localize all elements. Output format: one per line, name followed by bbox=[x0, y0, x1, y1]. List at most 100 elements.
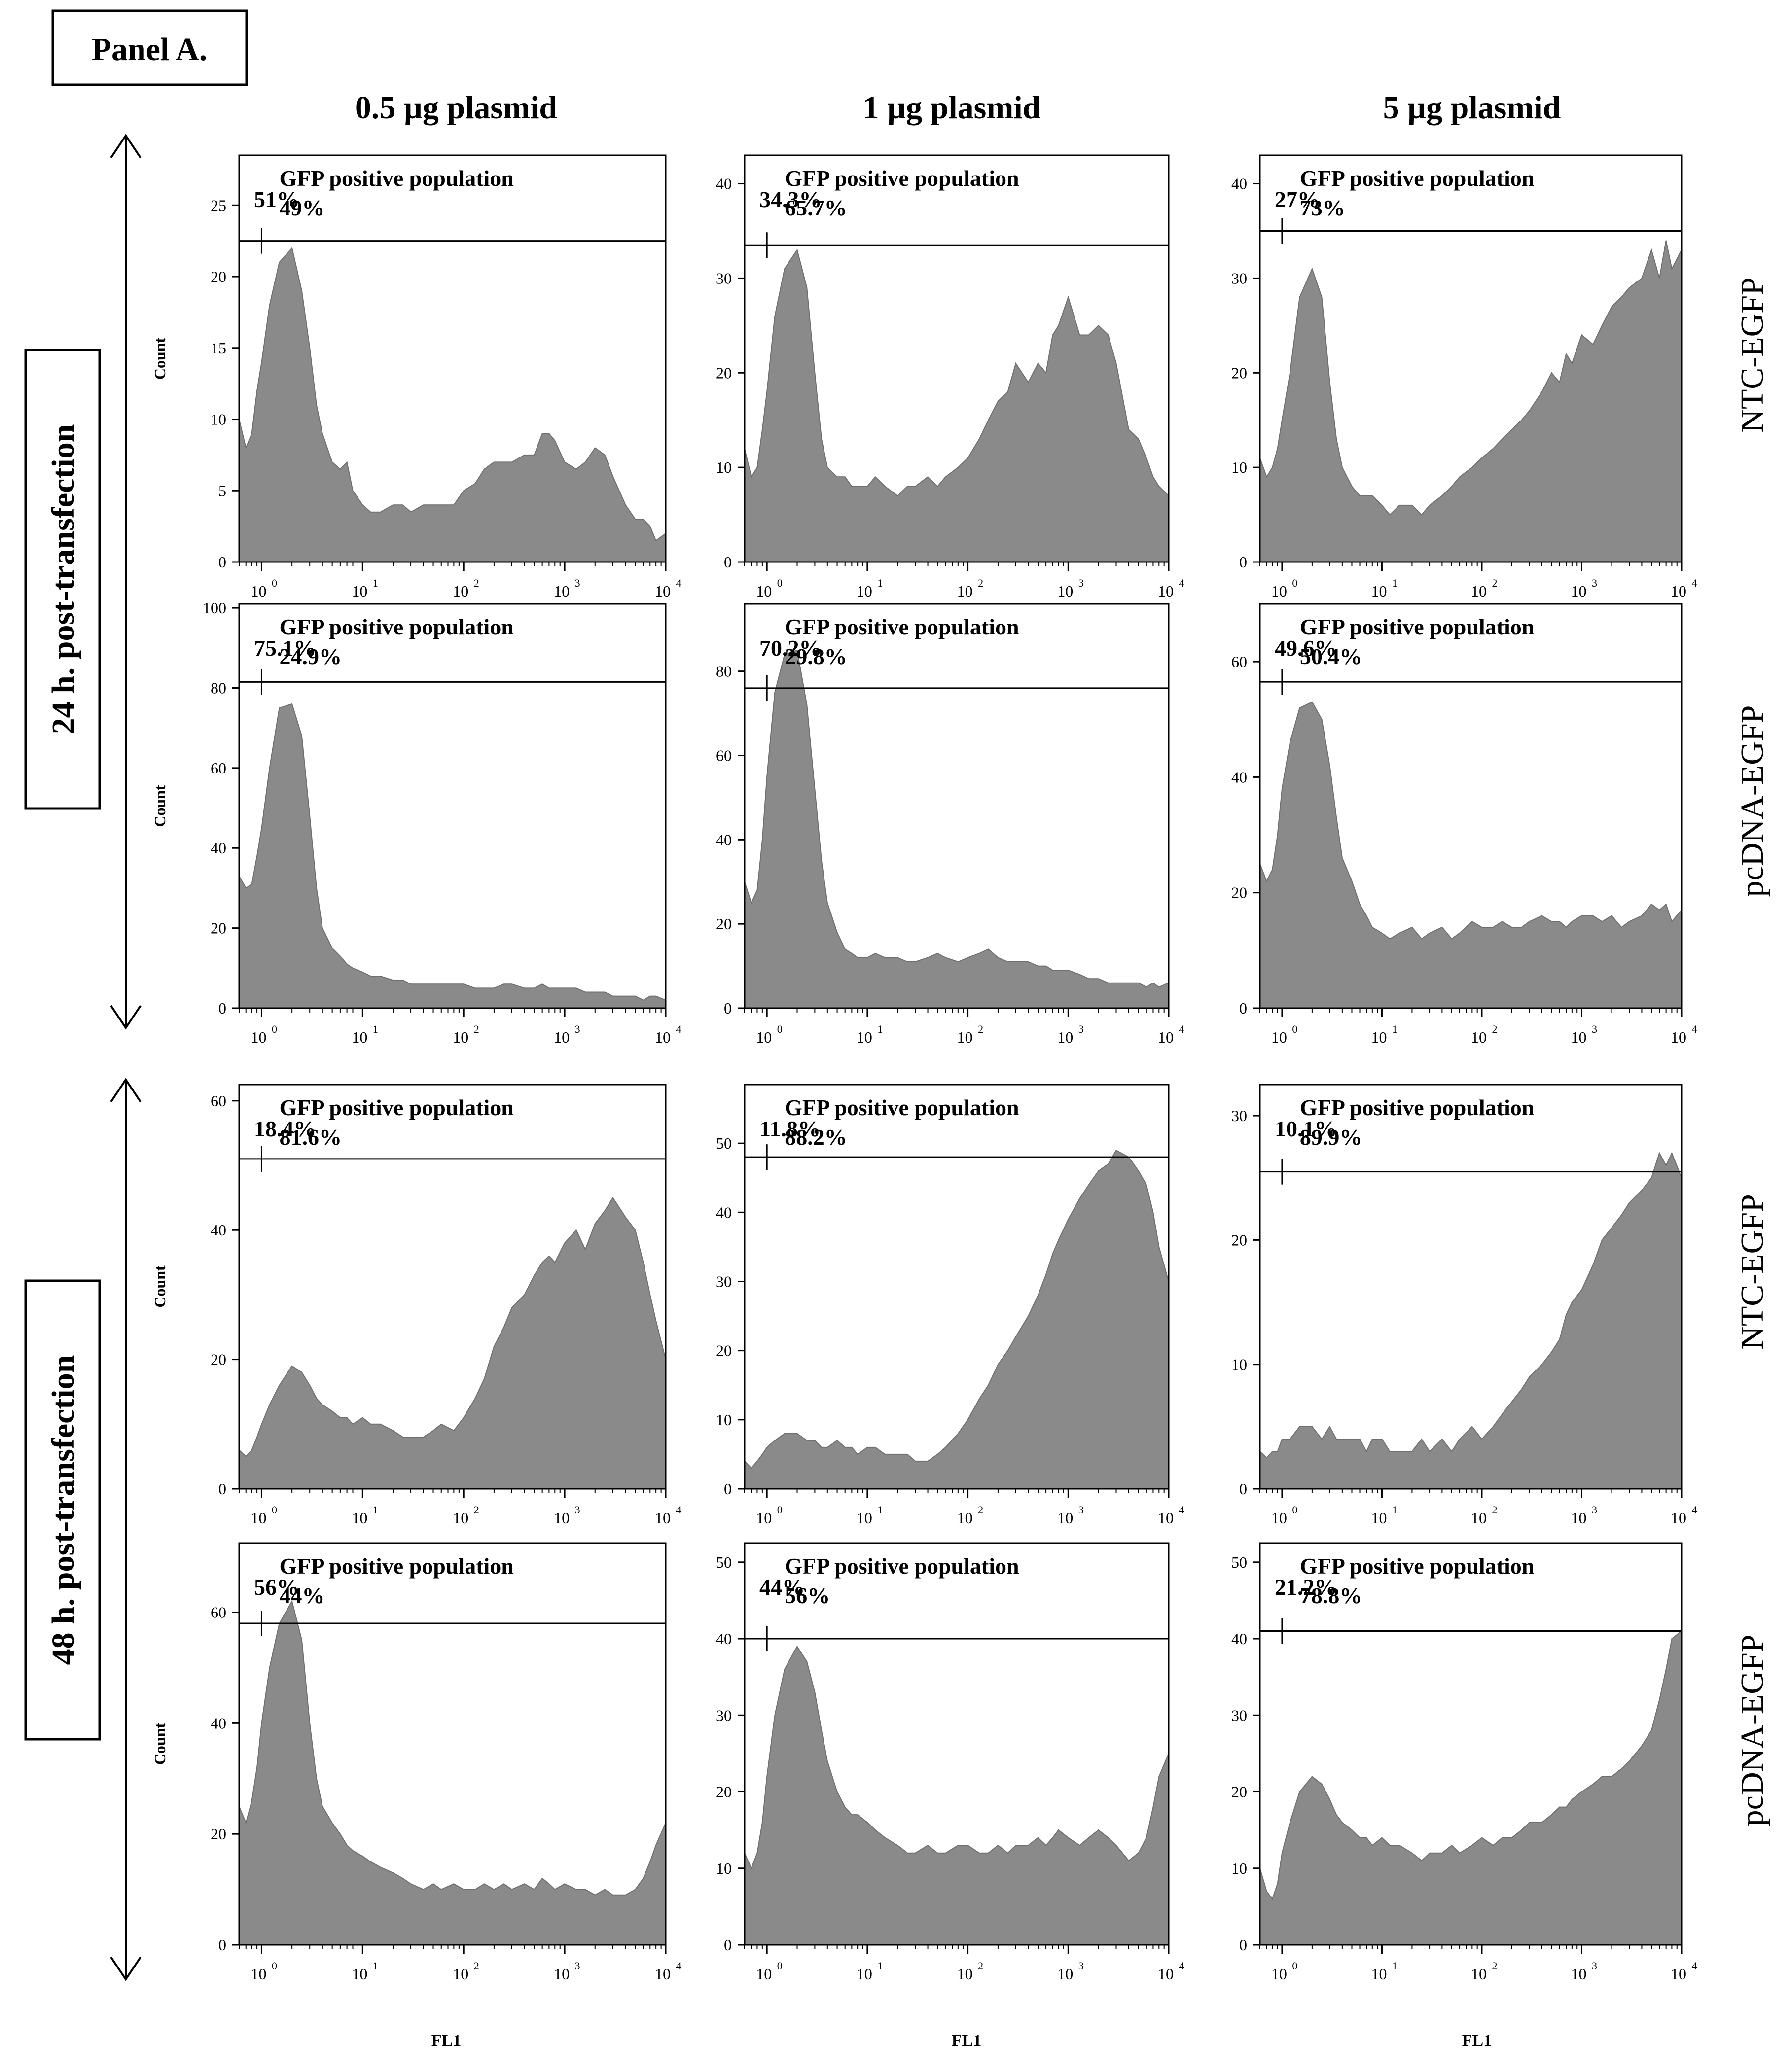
y-axis-title: Count bbox=[151, 337, 169, 380]
plot-frame bbox=[238, 1084, 667, 1490]
x-tick-label: 10 bbox=[251, 1509, 266, 1527]
x-tick-label: 10 bbox=[756, 582, 772, 600]
gate-positive-percent: 44% bbox=[279, 1583, 324, 1608]
histogram-panel-9: 0 10 20 30 10 0 10 1 10 2 10 3 10 4 10.1%GFP positive … bbox=[1231, 1084, 1697, 1527]
y-tick-label: 10 bbox=[1231, 1860, 1247, 1877]
x-tick-exponent: 0 bbox=[1292, 1960, 1297, 1972]
x-tick-exponent: 2 bbox=[474, 577, 479, 589]
gate-title: GFP positive population bbox=[1300, 1553, 1534, 1579]
y-tick-label: 10 bbox=[1231, 458, 1247, 476]
y-tick-label: 20 bbox=[1231, 884, 1247, 902]
x-tick-label: 10 bbox=[1671, 582, 1686, 600]
plot-frame bbox=[1259, 154, 1683, 563]
plot-frame bbox=[238, 603, 667, 1009]
x-tick-exponent: 4 bbox=[1179, 1504, 1184, 1516]
x-tick-exponent: 1 bbox=[1392, 1023, 1397, 1035]
histogram-panel-11: 0 10 20 30 40 50 10 0 10 1 10 2 10 3 10 4 44%GFP positiv… bbox=[716, 1542, 1184, 1983]
x-tick-label: 10 bbox=[1471, 1028, 1487, 1046]
x-tick-label: 10 bbox=[655, 1509, 671, 1527]
plot-frame bbox=[744, 1084, 1170, 1490]
x-tick-label: 10 bbox=[554, 1509, 570, 1527]
y-tick-label: 0 bbox=[1239, 1480, 1247, 1498]
gate-positive-percent: 29.8% bbox=[785, 644, 847, 669]
x-tick-exponent: 1 bbox=[877, 1504, 883, 1516]
x-tick-exponent: 1 bbox=[1392, 577, 1397, 589]
y-tick-label: 0 bbox=[724, 553, 732, 571]
x-tick-label: 10 bbox=[756, 1509, 772, 1527]
x-tick-label: 10 bbox=[1671, 1965, 1686, 1983]
row-label-pcdna-egfp-24h: pcDNA-EGFP bbox=[1734, 705, 1770, 897]
x-tick-label: 10 bbox=[1158, 582, 1174, 600]
histogram-panel-8: 0 10 20 30 40 50 10 0 10 1 10 2 10 3 10 4 11.8%GFP posit… bbox=[716, 1084, 1184, 1527]
x-tick-exponent: 0 bbox=[777, 1504, 783, 1516]
y-tick-label: 80 bbox=[211, 679, 226, 697]
x-tick-label: 10 bbox=[1371, 1509, 1387, 1527]
x-tick-label: 10 bbox=[1471, 582, 1487, 600]
y-tick-label: 5 bbox=[218, 482, 226, 499]
y-tick-label: 30 bbox=[1231, 1107, 1247, 1124]
y-tick-label: 50 bbox=[716, 1134, 732, 1152]
x-tick-exponent: 3 bbox=[1078, 1023, 1084, 1035]
gate-positive-percent: 24.9% bbox=[279, 644, 342, 669]
x-tick-exponent: 0 bbox=[272, 577, 277, 589]
x-tick-label: 10 bbox=[251, 582, 266, 600]
y-tick-label: 60 bbox=[1231, 653, 1247, 670]
y-tick-label: 20 bbox=[211, 919, 226, 937]
y-tick-label: 30 bbox=[716, 269, 732, 287]
gate-negative-percent: 75.1% bbox=[254, 635, 317, 661]
x-tick-exponent: 2 bbox=[474, 1960, 479, 1972]
gate-negative-percent: 10.1% bbox=[1275, 1116, 1337, 1141]
x-tick-exponent: 2 bbox=[1492, 1023, 1497, 1035]
y-tick-label: 0 bbox=[1239, 553, 1247, 571]
plot-frame bbox=[1259, 603, 1683, 1009]
x-tick-label: 10 bbox=[857, 1028, 872, 1046]
x-tick-exponent: 3 bbox=[1078, 1960, 1084, 1972]
y-tick-label: 0 bbox=[1239, 1936, 1247, 1954]
x-tick-label: 10 bbox=[1371, 582, 1387, 600]
x-tick-label: 10 bbox=[1571, 1965, 1586, 1983]
x-tick-label: 10 bbox=[1671, 1028, 1686, 1046]
x-tick-label: 10 bbox=[1057, 1028, 1073, 1046]
x-tick-label: 10 bbox=[352, 1965, 367, 1983]
histogram-area bbox=[239, 1196, 666, 1489]
x-tick-label: 10 bbox=[453, 1028, 468, 1046]
histogram-area bbox=[239, 1600, 666, 1945]
y-tick-label: 0 bbox=[724, 1936, 732, 1954]
y-tick-label: 50 bbox=[1231, 1553, 1247, 1571]
x-tick-exponent: 0 bbox=[1292, 577, 1297, 589]
histogram-panel-12: 0 10 20 30 40 50 10 0 10 1 10 2 10 3 10 4 21.2%GFP posit… bbox=[1231, 1542, 1697, 1983]
x-tick-exponent: 0 bbox=[272, 1960, 277, 1972]
x-tick-label: 10 bbox=[1371, 1028, 1387, 1046]
x-tick-exponent: 2 bbox=[978, 1023, 983, 1035]
x-tick-exponent: 0 bbox=[777, 1960, 783, 1972]
column-header-5ug: 5 µg plasmid bbox=[1383, 90, 1561, 126]
gate-negative-percent: 21.2% bbox=[1275, 1575, 1337, 1600]
y-tick-label: 20 bbox=[716, 1342, 732, 1360]
x-tick-label: 10 bbox=[554, 582, 570, 600]
x-tick-exponent: 4 bbox=[676, 1960, 681, 1972]
x-tick-label: 10 bbox=[857, 1965, 872, 1983]
gate-negative-percent: 27% bbox=[1275, 187, 1320, 212]
y-tick-label: 80 bbox=[716, 663, 732, 680]
y-tick-label: 0 bbox=[1239, 999, 1247, 1017]
gate-title: GFP positive population bbox=[1300, 614, 1534, 639]
x-tick-label: 10 bbox=[1571, 1509, 1586, 1527]
gate-positive-percent: 73% bbox=[1300, 195, 1345, 220]
x-tick-label: 10 bbox=[1271, 582, 1287, 600]
gate-title: GFP positive population bbox=[279, 614, 513, 639]
plot-frame bbox=[238, 1542, 667, 1946]
y-tick-label: 0 bbox=[218, 1936, 226, 1954]
histogram-panel-7: 0 20 40 60 10 0 10 1 10 2 10 3 10 4 Count 18.4%GFP posi… bbox=[151, 1084, 681, 1527]
gate-negative-percent: 44% bbox=[759, 1575, 805, 1600]
histogram-area bbox=[1259, 1152, 1682, 1489]
x-tick-exponent: 4 bbox=[1692, 1023, 1697, 1035]
panel-label: Panel A. bbox=[92, 32, 208, 68]
x-tick-exponent: 1 bbox=[1392, 1504, 1397, 1516]
x-axis-title-col3: FL1 bbox=[1462, 2032, 1492, 2050]
gate-title: GFP positive population bbox=[1300, 166, 1534, 191]
x-tick-exponent: 3 bbox=[575, 1023, 580, 1035]
x-tick-label: 10 bbox=[756, 1028, 772, 1046]
